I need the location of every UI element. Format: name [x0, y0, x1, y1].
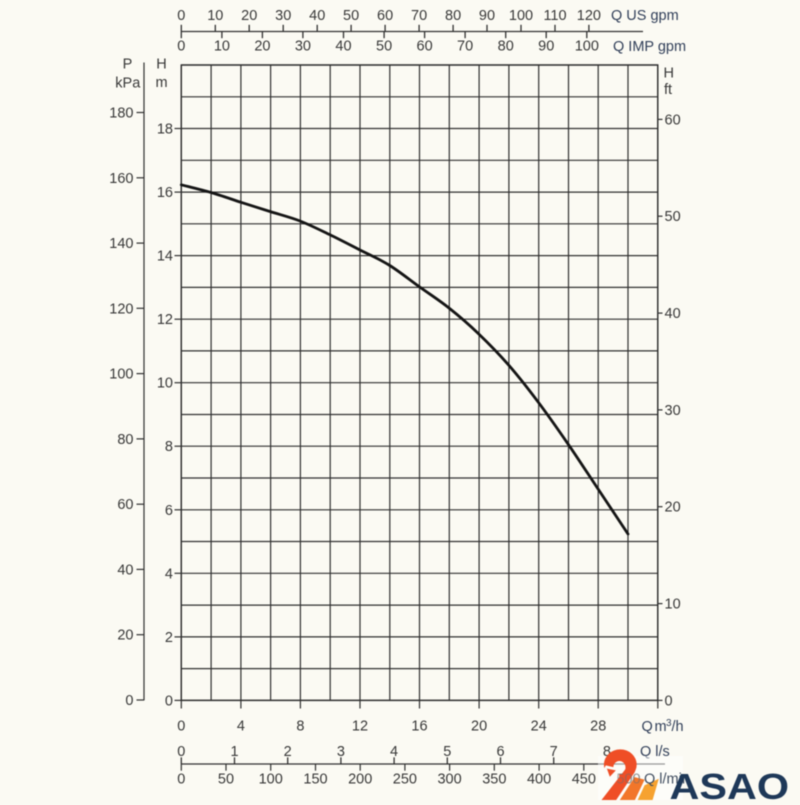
svg-text:120: 120 — [577, 8, 601, 24]
svg-text:10: 10 — [157, 376, 173, 392]
svg-text:10: 10 — [214, 39, 230, 55]
svg-text:50: 50 — [218, 772, 234, 788]
svg-text:20: 20 — [254, 39, 270, 55]
svg-text:40: 40 — [309, 8, 325, 24]
svg-text:P: P — [123, 57, 133, 73]
svg-text:120: 120 — [109, 301, 133, 317]
svg-text:80: 80 — [445, 8, 461, 24]
svg-text:160: 160 — [109, 171, 133, 187]
svg-text:0: 0 — [165, 693, 173, 709]
svg-text:24: 24 — [531, 719, 547, 735]
svg-text:28: 28 — [590, 719, 606, 735]
svg-text:450: 450 — [572, 772, 596, 788]
svg-text:4: 4 — [390, 744, 398, 760]
svg-text:0: 0 — [177, 772, 185, 788]
svg-text:Q l/s: Q l/s — [640, 744, 670, 760]
svg-text:2: 2 — [284, 744, 292, 760]
svg-text:400: 400 — [527, 772, 551, 788]
svg-text:140: 140 — [109, 236, 133, 252]
svg-text:60: 60 — [117, 497, 133, 513]
svg-text:12: 12 — [352, 719, 368, 735]
svg-text:20: 20 — [471, 719, 487, 735]
svg-text:18: 18 — [157, 122, 173, 138]
svg-text:0: 0 — [177, 719, 185, 735]
svg-text:500: 500 — [616, 772, 640, 788]
svg-text:50: 50 — [343, 8, 359, 24]
svg-text:8: 8 — [296, 719, 304, 735]
svg-text:2: 2 — [165, 630, 173, 646]
svg-text:m: m — [155, 75, 167, 91]
svg-text:200: 200 — [348, 772, 372, 788]
svg-text:80: 80 — [498, 39, 514, 55]
svg-text:90: 90 — [538, 39, 554, 55]
svg-text:0: 0 — [125, 693, 133, 709]
svg-text:20: 20 — [117, 628, 133, 644]
svg-text:3: 3 — [337, 744, 345, 760]
svg-text:5: 5 — [443, 744, 451, 760]
svg-text:Q l/min: Q l/min — [644, 772, 690, 788]
svg-text:20: 20 — [665, 500, 681, 516]
svg-text:kPa: kPa — [115, 76, 141, 92]
svg-text:60: 60 — [417, 39, 433, 55]
svg-text:H: H — [156, 57, 166, 73]
svg-text:H: H — [664, 66, 674, 82]
svg-text:300: 300 — [437, 772, 461, 788]
svg-text:40: 40 — [335, 39, 351, 55]
svg-text:80: 80 — [117, 432, 133, 448]
svg-text:100: 100 — [259, 772, 283, 788]
svg-text:250: 250 — [393, 772, 417, 788]
svg-text:0: 0 — [665, 693, 673, 709]
svg-text:8: 8 — [603, 744, 611, 760]
svg-text:12: 12 — [157, 312, 173, 328]
svg-text:10: 10 — [665, 597, 681, 613]
svg-text:16: 16 — [411, 719, 427, 735]
svg-text:50: 50 — [376, 39, 392, 55]
svg-text:70: 70 — [411, 8, 427, 24]
svg-text:ft: ft — [664, 82, 672, 98]
svg-text:100: 100 — [575, 39, 599, 55]
svg-text:1: 1 — [230, 744, 238, 760]
svg-text:350: 350 — [482, 772, 506, 788]
svg-text:6: 6 — [165, 503, 173, 519]
svg-text:ASAO: ASAO — [670, 766, 790, 800]
svg-text:50: 50 — [665, 209, 681, 225]
svg-text:Q US gpm: Q US gpm — [611, 8, 679, 24]
svg-text:40: 40 — [665, 306, 681, 322]
svg-text:Q IMP gpm: Q IMP gpm — [613, 39, 686, 55]
svg-text:30: 30 — [275, 8, 291, 24]
svg-text:0: 0 — [177, 39, 185, 55]
svg-text:0: 0 — [177, 8, 185, 24]
svg-text:70: 70 — [457, 39, 473, 55]
svg-text:0: 0 — [177, 744, 185, 760]
svg-text:100: 100 — [509, 8, 533, 24]
svg-text:8: 8 — [165, 439, 173, 455]
svg-text:150: 150 — [303, 772, 327, 788]
svg-text:14: 14 — [157, 249, 173, 265]
svg-text:4: 4 — [237, 719, 245, 735]
svg-text:180: 180 — [109, 106, 133, 122]
svg-text:20: 20 — [241, 8, 257, 24]
svg-text:10: 10 — [207, 8, 223, 24]
svg-text:16: 16 — [157, 185, 173, 201]
svg-text:90: 90 — [479, 8, 495, 24]
svg-text:30: 30 — [665, 403, 681, 419]
svg-text:110: 110 — [543, 8, 566, 24]
svg-text:60: 60 — [377, 8, 393, 24]
svg-text:40: 40 — [117, 562, 133, 578]
svg-text:60: 60 — [665, 112, 681, 128]
svg-text:100: 100 — [109, 367, 133, 383]
svg-text:6: 6 — [496, 744, 504, 760]
svg-text:7: 7 — [550, 744, 558, 760]
svg-text:30: 30 — [295, 39, 311, 55]
svg-text:4: 4 — [165, 566, 173, 582]
svg-text:Qm3/h: Qm3/h — [642, 718, 684, 735]
